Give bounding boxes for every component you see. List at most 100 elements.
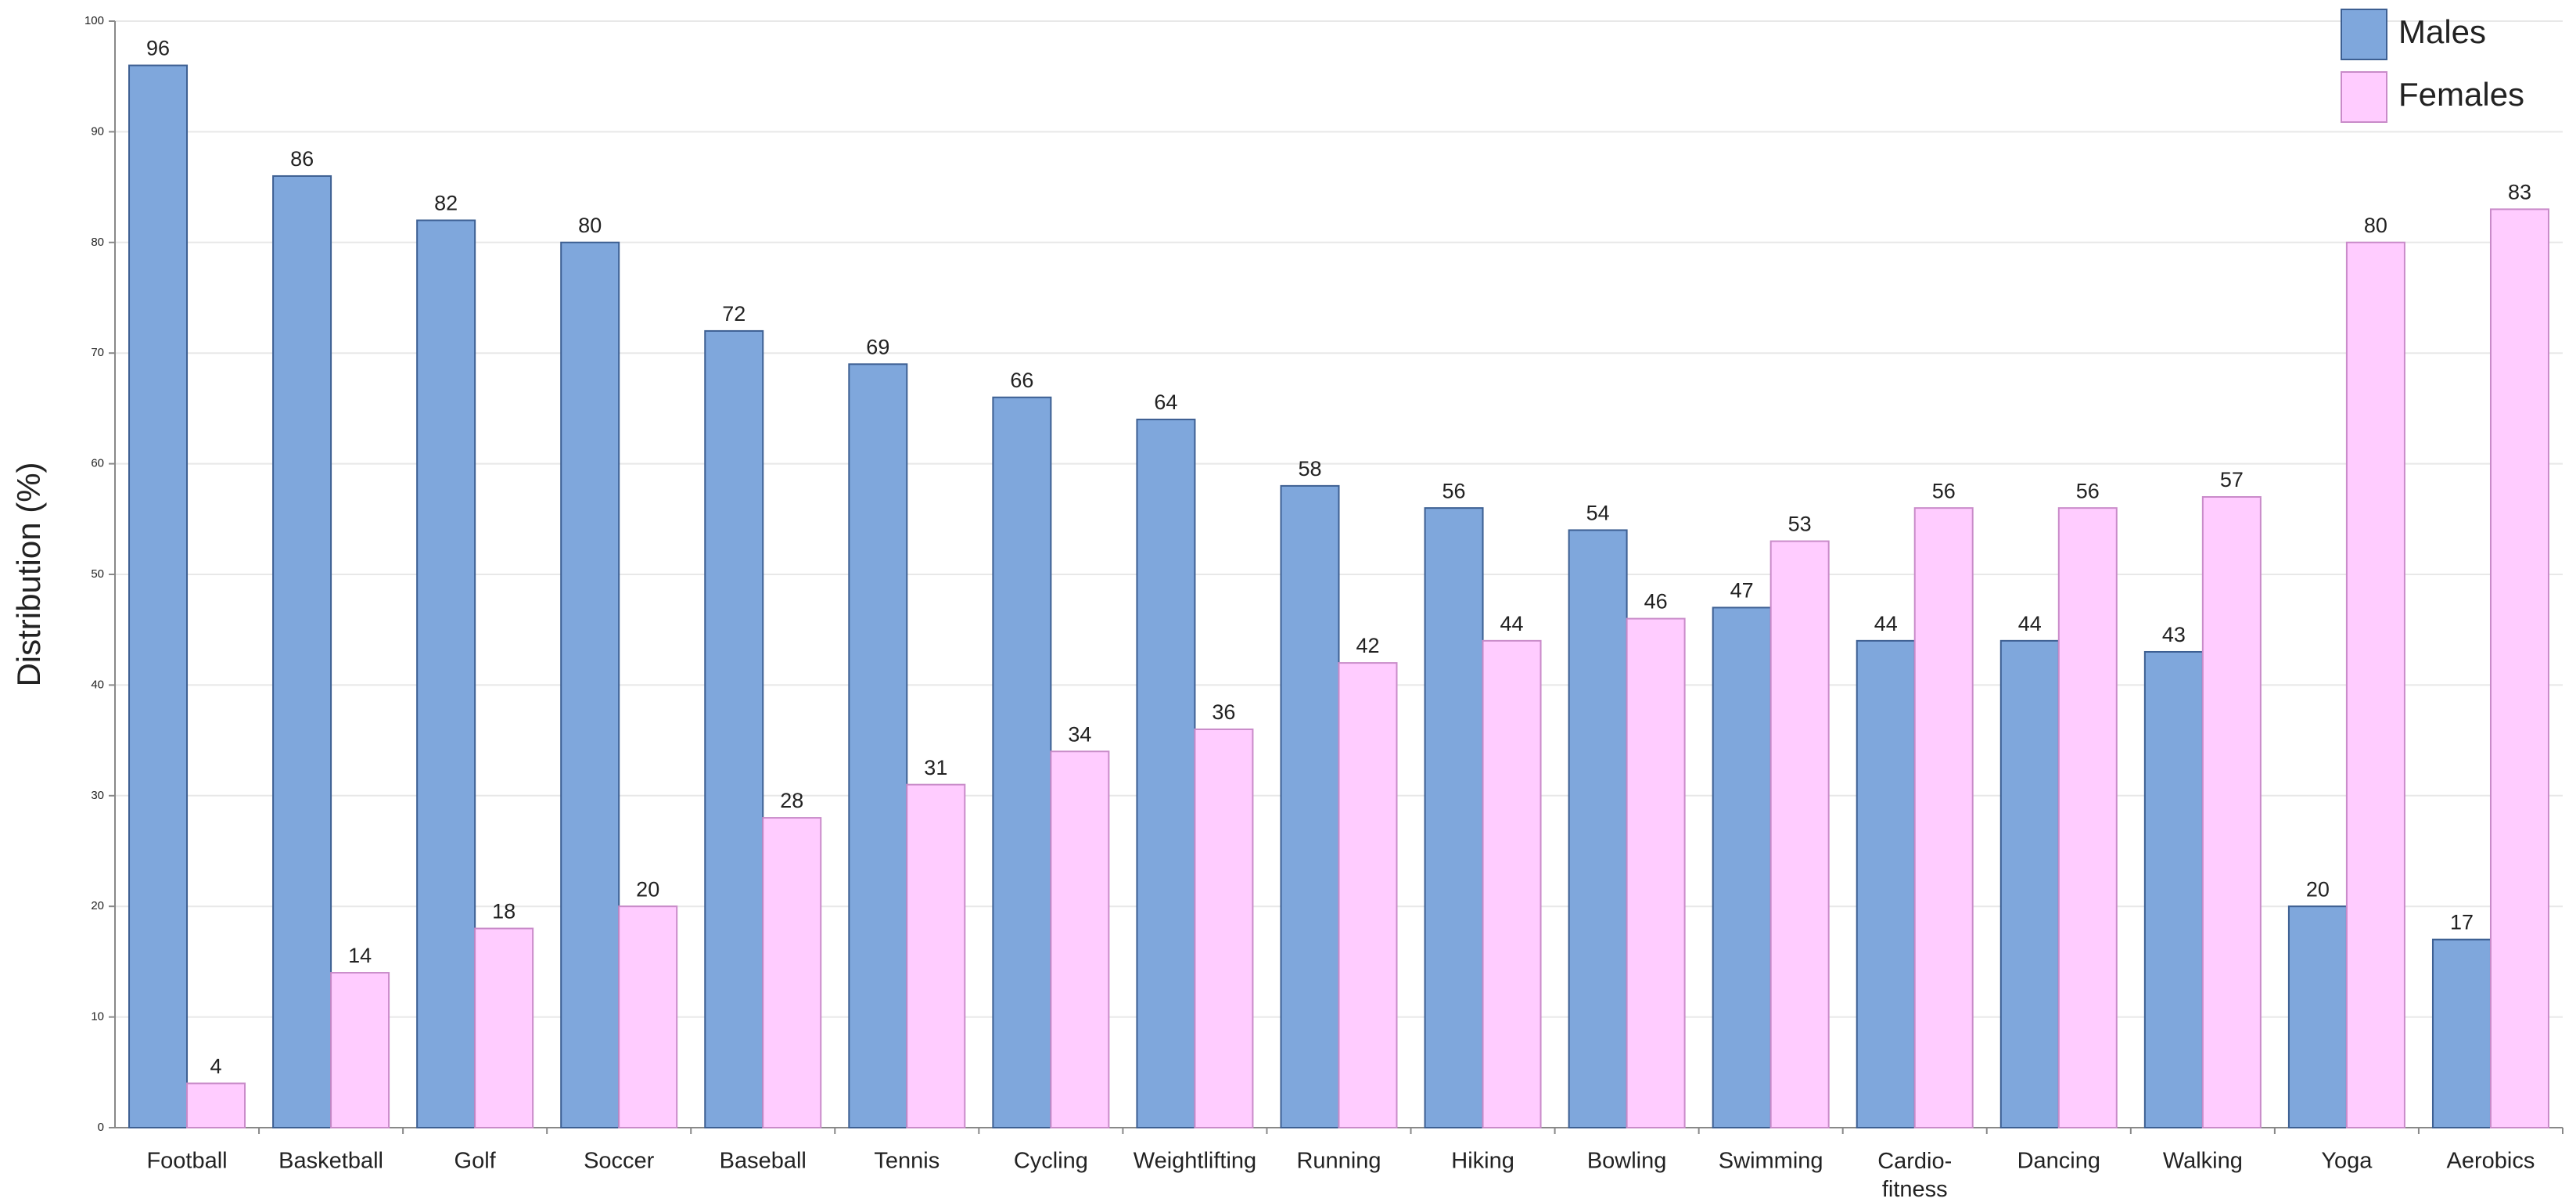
data-label: 42 (1356, 634, 1379, 657)
bar (1194, 728, 1254, 1129)
y-tick-label: 30 (91, 789, 104, 802)
bar (1482, 639, 1542, 1128)
x-tick-label: Tennis (874, 1149, 940, 1174)
x-tick-label: Dancing (2017, 1149, 2100, 1174)
bar (2201, 496, 2262, 1128)
bar (1568, 529, 1628, 1128)
bar (416, 219, 476, 1128)
bar (1769, 540, 1830, 1128)
bar (2431, 938, 2492, 1128)
data-label: 47 (1730, 579, 1754, 603)
bar (272, 175, 332, 1129)
x-tick-label: Basketball (278, 1149, 383, 1174)
bar (2345, 241, 2405, 1128)
y-tick-label: 90 (91, 124, 104, 138)
data-label: 4 (210, 1055, 222, 1078)
bar (1338, 662, 1398, 1128)
x-tick-label: Swimming (1719, 1149, 1823, 1174)
bar (1856, 639, 1916, 1128)
y-tick-label: 80 (91, 236, 104, 249)
bar (992, 396, 1052, 1128)
data-label: 46 (1644, 590, 1668, 614)
bar (1136, 419, 1196, 1128)
data-label: 56 (2076, 479, 2100, 502)
data-label: 82 (434, 192, 458, 215)
y-tick-label: 0 (98, 1121, 104, 1134)
data-label: 57 (2220, 468, 2244, 491)
y-tick-label: 70 (91, 346, 104, 359)
bar (1626, 617, 1686, 1128)
data-label: 20 (2306, 877, 2330, 901)
data-label: 44 (1874, 612, 1898, 635)
data-label: 53 (1788, 513, 1812, 536)
x-tick-label: Golf (454, 1149, 497, 1174)
bar (474, 927, 534, 1128)
data-label: 28 (780, 789, 803, 812)
bar (762, 817, 822, 1128)
bar (186, 1082, 246, 1128)
data-label: 56 (1442, 479, 1466, 502)
data-label: 44 (1500, 612, 1524, 635)
data-label: 56 (1932, 479, 1956, 502)
y-tick-label: 10 (91, 1010, 104, 1024)
data-label: 14 (348, 944, 372, 967)
x-tick-label: Weightlifting (1134, 1149, 1256, 1174)
data-label: 18 (492, 900, 516, 923)
x-tick-label: Yoga (2321, 1149, 2373, 1174)
data-label: 86 (290, 147, 314, 171)
x-tick-label: Football (146, 1149, 227, 1174)
x-tick-label: Cardio-fitness (1877, 1149, 1952, 1202)
legend-label: Females (2398, 76, 2524, 113)
x-tick-label: Bowling (1587, 1149, 1667, 1174)
bar (2143, 650, 2204, 1128)
bar (2057, 507, 2118, 1128)
x-tick-label: Cycling (1014, 1149, 1088, 1174)
data-label: 17 (2450, 911, 2474, 934)
bar (1712, 606, 1772, 1128)
data-label: 36 (1212, 700, 1235, 724)
bar (848, 363, 908, 1128)
data-label: 64 (1154, 390, 1177, 414)
bar (1050, 750, 1110, 1128)
bar (560, 241, 620, 1128)
y-tick-label: 50 (91, 567, 104, 581)
y-tick-label: 100 (84, 14, 104, 27)
data-label: 20 (636, 877, 659, 901)
bar (1999, 639, 2060, 1128)
data-label: 69 (866, 335, 889, 358)
bar (704, 329, 764, 1129)
bar (1280, 484, 1340, 1128)
y-tick-label: 20 (91, 899, 104, 912)
x-tick-label: Aerobics (2447, 1149, 2535, 1174)
data-label: 66 (1010, 369, 1033, 392)
legend-swatch (2341, 9, 2387, 60)
x-tick-label: Hiking (1451, 1149, 1514, 1174)
bar (1913, 507, 1974, 1128)
x-tick-label: Soccer (584, 1149, 655, 1174)
data-label: 83 (2508, 181, 2531, 204)
bar (2287, 905, 2348, 1128)
x-tick-label: Running (1296, 1149, 1381, 1174)
bar (2489, 208, 2549, 1128)
data-label: 34 (1068, 722, 1091, 746)
data-label: 72 (722, 302, 745, 326)
data-label: 31 (924, 756, 947, 779)
data-label: 44 (2018, 612, 2042, 635)
y-tick-label: 60 (91, 457, 104, 470)
bar (330, 972, 390, 1129)
bar (128, 64, 189, 1128)
bar (906, 783, 966, 1128)
x-tick-label: Walking (2163, 1149, 2243, 1174)
bar (1424, 507, 1484, 1128)
data-label: 43 (2162, 623, 2186, 646)
data-label: 54 (1586, 502, 1610, 525)
y-tick-label: 40 (91, 678, 104, 691)
bar (618, 905, 678, 1128)
data-label: 80 (2364, 214, 2387, 237)
data-label: 96 (146, 37, 170, 60)
data-label: 80 (578, 214, 602, 237)
legend-swatch (2341, 71, 2387, 123)
y-axis-label: Distribution (%) (10, 462, 47, 686)
legend-label: Males (2398, 13, 2486, 50)
